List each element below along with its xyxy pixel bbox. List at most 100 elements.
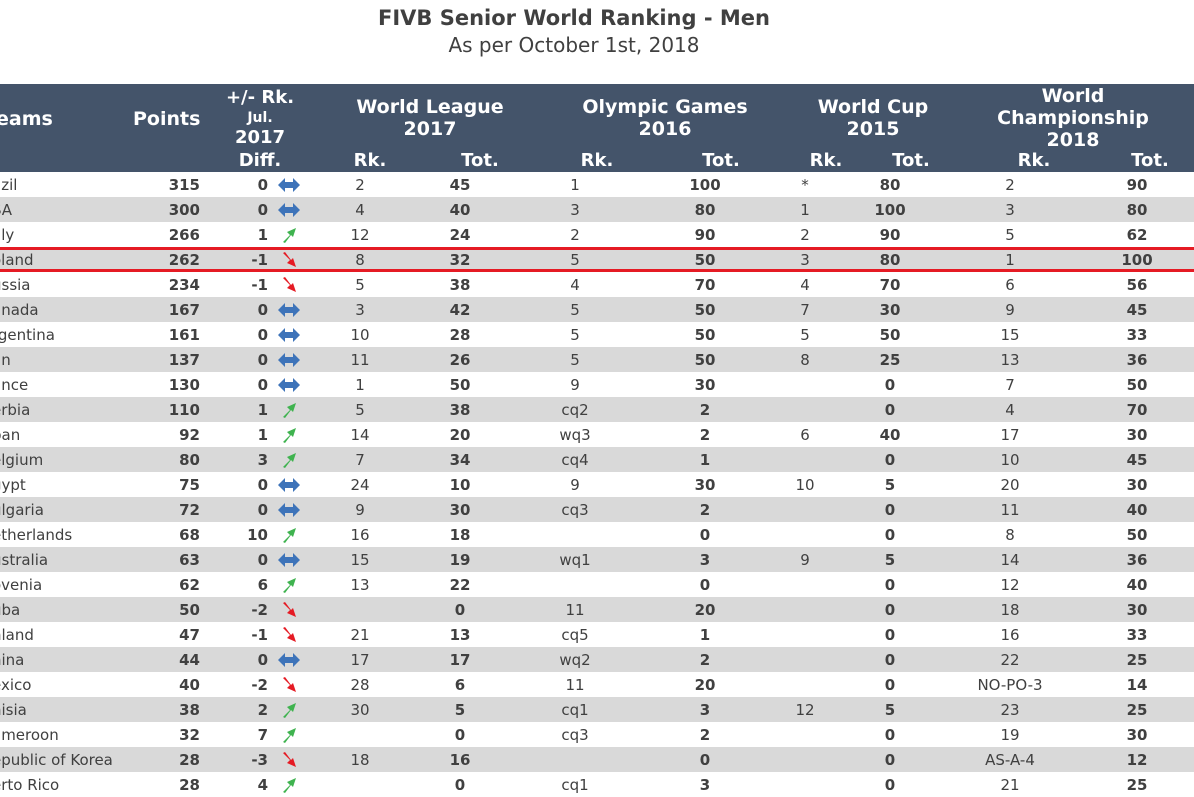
rank-diff-cell: 4 [257, 775, 268, 794]
og-total-cell: 0 [699, 575, 711, 594]
wch-total-cell: 12 [1080, 747, 1194, 772]
team-name: azil [0, 175, 18, 194]
header-world-league-year: 2017 [403, 118, 457, 140]
wch-total-cell: 30 [1126, 475, 1148, 494]
wch-rank-cell: 10 [940, 447, 1080, 472]
og-rank-cell: cq2 [510, 397, 640, 422]
wl-rank-cell: 2 [355, 175, 365, 194]
points-cell: 32 [179, 725, 200, 744]
table-row: ulgaria720930cq3201140 [0, 497, 1194, 522]
wch-rank-cell: 3 [940, 197, 1080, 222]
og-rank-cell: 5 [510, 247, 640, 272]
arrow-left-right-icon [268, 472, 310, 497]
wc-rank-cell [770, 572, 840, 597]
wc-rank-cell: 2 [800, 225, 810, 244]
wc-total-cell: 0 [840, 647, 940, 672]
wc-rank-cell [770, 497, 840, 522]
header-year: 2017 [234, 127, 286, 148]
wch-rank-cell: 5 [1005, 225, 1015, 244]
table-row: elgium803734cq4101045 [0, 447, 1194, 472]
points-cell: 72 [140, 497, 200, 522]
arrow-left-right-icon [268, 647, 310, 672]
wl-rank-cell: 30 [310, 697, 410, 722]
arrow-left-right-icon [268, 347, 310, 372]
wl-total-cell: 32 [410, 247, 510, 272]
wl-total-cell: 0 [454, 775, 466, 794]
header-world-cup: World Cup [817, 96, 929, 118]
arrow-left-right-icon [268, 197, 310, 222]
og-rank-cell: cq4 [510, 447, 640, 472]
og-rank-cell: cq1 [561, 775, 589, 794]
header-world-league: World League [356, 96, 504, 118]
wc-rank-cell [770, 647, 840, 672]
og-rank-cell: 2 [570, 225, 580, 244]
og-rank-cell: 9 [570, 475, 580, 494]
wc-total-cell: 40 [879, 425, 901, 444]
wl-total-cell: 17 [410, 647, 510, 672]
wl-rank-cell: 9 [310, 497, 410, 522]
wl-total-cell: 50 [449, 375, 471, 394]
wl-total-cell: 13 [449, 625, 471, 644]
wch-total-cell: 45 [1080, 297, 1194, 322]
wc-rank-cell: 1 [770, 197, 840, 222]
og-rank-cell: 4 [570, 275, 580, 294]
og-total-cell: 2 [640, 497, 770, 522]
page-subtitle: As per October 1st, 2018 [448, 33, 700, 57]
wc-total-cell: 0 [840, 497, 940, 522]
wch-rank-cell: 8 [1005, 525, 1015, 544]
wl-total-cell: 0 [410, 597, 510, 622]
team-name: aly [0, 225, 15, 244]
og-total-cell: 20 [694, 675, 716, 694]
wl-rank-cell: 11 [310, 347, 410, 372]
og-rank-cell: cq3 [561, 725, 589, 744]
team-name: nisia [0, 697, 140, 722]
team-name: erbia [0, 397, 140, 422]
wc-total-cell: 0 [884, 575, 896, 594]
wl-rank-cell [310, 722, 410, 747]
table-row: gypt 75 0 24 10 9 30 10 5 20 30 [0, 472, 1194, 497]
header-teams: eams [0, 108, 53, 130]
wc-rank-cell [770, 597, 840, 622]
og-rank-cell [510, 747, 640, 772]
og-rank-cell [510, 522, 640, 547]
rank-diff-cell: 0 [257, 175, 268, 194]
team-name: oland [0, 247, 140, 272]
wc-total-cell: 0 [840, 597, 940, 622]
points-cell: 28 [140, 747, 200, 772]
og-rank-cell: wq2 [510, 647, 640, 672]
points-cell: 137 [140, 347, 200, 372]
header-world-cup-year: 2015 [846, 118, 900, 140]
wch-rank-cell: 23 [940, 697, 1080, 722]
wl-total-cell: 45 [449, 175, 471, 194]
wch-total-cell: 45 [1080, 447, 1194, 472]
rank-diff-cell: 1 [257, 425, 268, 444]
arrow-left-right-icon [268, 297, 310, 322]
table-row: nland 47 -1 21 13 cq5 1 0 16 33 [0, 622, 1194, 647]
wl-rank-cell: 4 [310, 197, 410, 222]
og-rank-cell: cq3 [510, 497, 640, 522]
team-name: etherlands [0, 525, 73, 544]
arrow-up-icon [268, 722, 310, 747]
wch-total-cell: 40 [1080, 497, 1194, 522]
rank-diff-cell: -1 [251, 625, 268, 644]
team-name: hina [0, 647, 140, 672]
wc-rank-cell [770, 622, 840, 647]
wc-total-cell: 50 [879, 325, 901, 344]
table-row: azil 315 0 2 45 1 100 * 80 2 90 [0, 172, 1194, 197]
rank-diff-cell: 3 [200, 447, 268, 472]
wch-total-cell: 30 [1126, 725, 1148, 744]
wl-total-cell: 24 [449, 225, 471, 244]
wl-total-cell: 40 [410, 197, 510, 222]
rank-diff-cell: 6 [257, 575, 268, 594]
og-rank-cell [510, 572, 640, 597]
arrow-up-icon [268, 572, 310, 597]
og-total-cell: 3 [640, 697, 770, 722]
wl-rank-cell: 28 [350, 675, 370, 694]
table-row: nisia382305cq131252325 [0, 697, 1194, 722]
og-total-cell: 50 [694, 325, 716, 344]
wc-total-cell: 70 [879, 275, 901, 294]
header-wl-rk: Rk. [353, 150, 387, 171]
wl-total-cell: 20 [449, 425, 471, 444]
wc-total-cell: 80 [840, 247, 940, 272]
